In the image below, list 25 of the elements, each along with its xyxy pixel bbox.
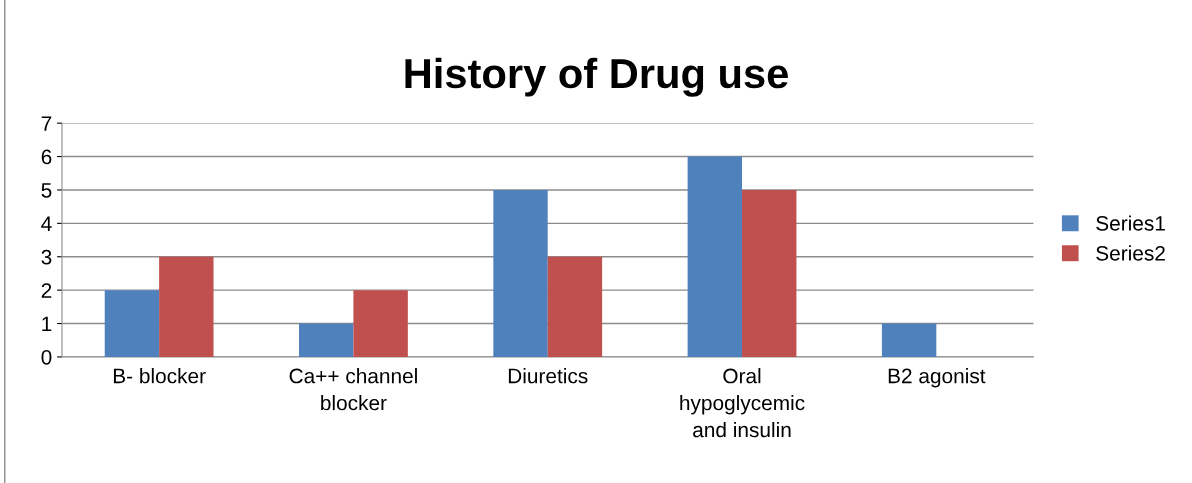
bar bbox=[687, 156, 743, 357]
x-tick-label: Oral hypoglycemic and insulin bbox=[680, 368, 805, 438]
y-tick-label: 3 bbox=[41, 249, 52, 265]
y-tick-label: 7 bbox=[41, 116, 52, 131]
bar bbox=[881, 323, 937, 357]
y-tick-label: 0 bbox=[41, 349, 52, 365]
y-tick-label: 5 bbox=[41, 183, 52, 198]
y-tick-label: 4 bbox=[41, 216, 52, 231]
bar bbox=[493, 189, 548, 357]
bar bbox=[353, 290, 408, 357]
y-tick-label: 2 bbox=[41, 283, 52, 298]
bar bbox=[742, 189, 797, 357]
legend-label: Series1 bbox=[1096, 215, 1165, 231]
y-tick-label: 6 bbox=[41, 149, 52, 165]
x-tick-label: Ca++ channel blocker bbox=[289, 368, 417, 411]
bar bbox=[104, 290, 160, 357]
chart-title: History of Drug use bbox=[405, 57, 788, 97]
bar bbox=[547, 256, 603, 357]
x-tick-label: Diuretics bbox=[508, 368, 588, 384]
bar bbox=[159, 256, 214, 357]
x-tick-label: B2 agonist bbox=[888, 368, 986, 388]
x-tick-label: B- blocker bbox=[113, 368, 206, 384]
bar bbox=[299, 323, 354, 357]
legend-label: Series2 bbox=[1096, 245, 1165, 261]
y-tick-label: 1 bbox=[42, 316, 52, 332]
